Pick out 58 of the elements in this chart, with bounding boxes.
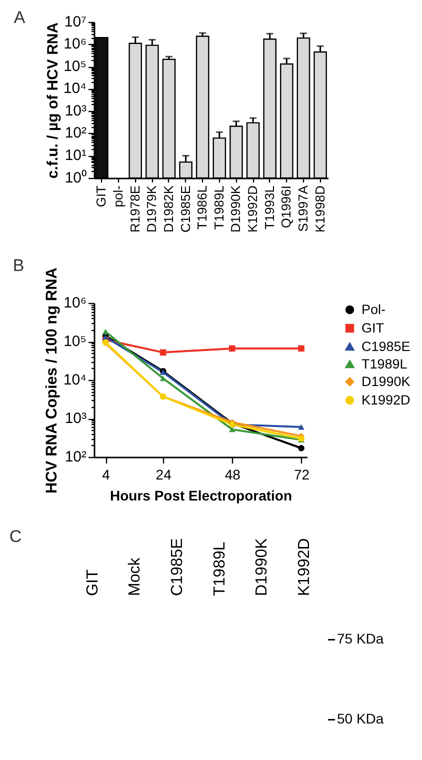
legend-label: GIT (362, 320, 384, 336)
x-tick-label: 72 (294, 466, 310, 482)
y-tick-label: 10² (64, 448, 86, 466)
y-tick-label: 10³ (64, 410, 86, 427)
x-tick-label: 4 (102, 466, 110, 482)
point (298, 444, 304, 452)
legend-label: K1992D (362, 392, 411, 408)
y-tick-label: 10⁷ (64, 13, 86, 30)
chart-title: B (12, 256, 24, 276)
x-tick-label: 48 (224, 466, 241, 482)
x-tick-label: S1997A (295, 185, 310, 232)
point (160, 349, 166, 356)
y-tick-label: 10⁵ (64, 58, 86, 75)
legend-label: Pol- (362, 302, 386, 317)
point (298, 424, 304, 430)
x-tick-label: D1990K (228, 185, 244, 232)
x-tick-label: T1989L (211, 186, 226, 230)
y-tick-label: 10³ (64, 102, 86, 120)
category-label: Mock (126, 556, 144, 596)
x-tick-label: pol- (110, 186, 126, 208)
point (160, 376, 166, 382)
x-axis-title: Hours Post Electroporation (110, 488, 292, 504)
category-label: D1990K (254, 538, 271, 596)
y-axis-title: c.f.u. / µg of HCV RNA (44, 22, 62, 179)
x-tick-label: Q1996I (278, 186, 294, 228)
x-tick-label: GIT (94, 185, 109, 208)
legend-label: T1989L (362, 356, 408, 372)
legend-label: C1985E (362, 338, 410, 354)
chart-title: A (14, 8, 26, 27)
x-tick-label: R1978E (127, 185, 142, 232)
x-tick-label: D1979K (144, 185, 160, 232)
x-tick-label: D1982K (160, 185, 176, 232)
y-tick-label: 10⁴ (63, 80, 86, 98)
y-tick-label: 10⁴ (63, 371, 86, 388)
category-label: GIT (84, 569, 102, 596)
text: 75 KDa (337, 630, 384, 647)
point (229, 345, 236, 352)
x-tick-label: C1985E (178, 185, 193, 232)
y-tick-label: 10⁵ (64, 332, 86, 350)
category-label: T1989L (211, 542, 228, 596)
point (102, 328, 109, 334)
category-label: K1992D (296, 538, 313, 596)
x-tick-label: 24 (156, 466, 172, 482)
text: 50 KDa (337, 710, 384, 727)
y-tick-label: 10⁶ (64, 294, 86, 312)
x-tick-label: T1993L (262, 186, 277, 230)
x-tick-label: K1992D (245, 186, 260, 232)
x-tick-label: K1998D (312, 186, 328, 232)
y-tick-label: 10² (64, 124, 86, 142)
point (298, 345, 304, 352)
y-tick-label: 10⁰ (64, 169, 86, 186)
y-tick-label: 10¹ (64, 147, 86, 164)
x-tick-label: T1986L (194, 186, 210, 230)
legend-label: D1990K (362, 374, 410, 389)
y-tick-label: 10⁶ (64, 36, 86, 53)
text: C (9, 527, 22, 546)
y-axis-title: HCV RNA Copies / 100 ng RNA (43, 268, 60, 494)
category-label: C1985E (168, 538, 186, 596)
